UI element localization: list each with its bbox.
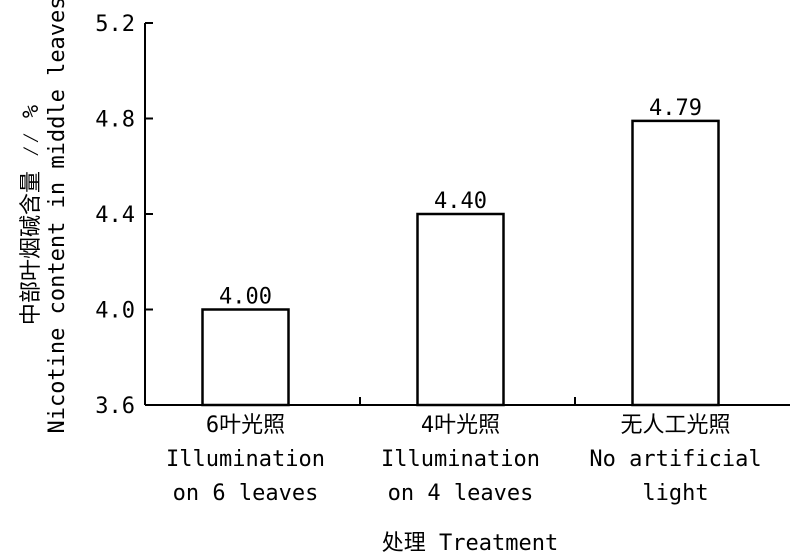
bar-value-label: 4.00 xyxy=(219,285,272,310)
y-axis-title-line-1: 中部叶烟碱含量 ⁄⁄ % xyxy=(19,105,44,325)
y-axis-title-line-2: Nicotine content in middle leaves xyxy=(45,0,70,434)
y-tick-label: 4.4 xyxy=(95,203,135,228)
x-tick-label: on 4 leaves xyxy=(388,481,534,506)
x-tick-label: Illumination xyxy=(381,447,540,472)
y-tick-label: 4.0 xyxy=(95,299,135,324)
x-tick-label: 无人工光照 xyxy=(620,413,730,438)
x-tick-label: 6叶光照 xyxy=(206,413,285,438)
bar xyxy=(201,308,290,407)
bar-value-label: 4.79 xyxy=(649,96,702,121)
bar xyxy=(631,119,720,407)
x-axis-title: 处理 Treatment xyxy=(382,531,558,556)
labels: 4.00 6叶光照 Illumination on 6 leaves 4.40 4叶光照 I… xyxy=(166,96,762,506)
x-tick-label: on 6 leaves xyxy=(173,481,319,506)
x-tick-label: No artificial xyxy=(589,447,761,472)
y-tick-label: 3.6 xyxy=(95,394,135,419)
x-tick-label: Illumination xyxy=(166,447,325,472)
y-tick-label: 4.8 xyxy=(95,108,135,133)
x-tick-label: light xyxy=(642,481,708,506)
y-axis-title: 中部叶烟碱含量 ⁄⁄ % Nicotine content in middle … xyxy=(19,0,70,434)
x-tick-label: 4叶光照 xyxy=(421,413,500,438)
y-tick-label: 5.2 xyxy=(95,12,135,37)
bar xyxy=(416,212,505,407)
bars xyxy=(201,119,720,407)
bar-value-label: 4.40 xyxy=(434,189,487,214)
